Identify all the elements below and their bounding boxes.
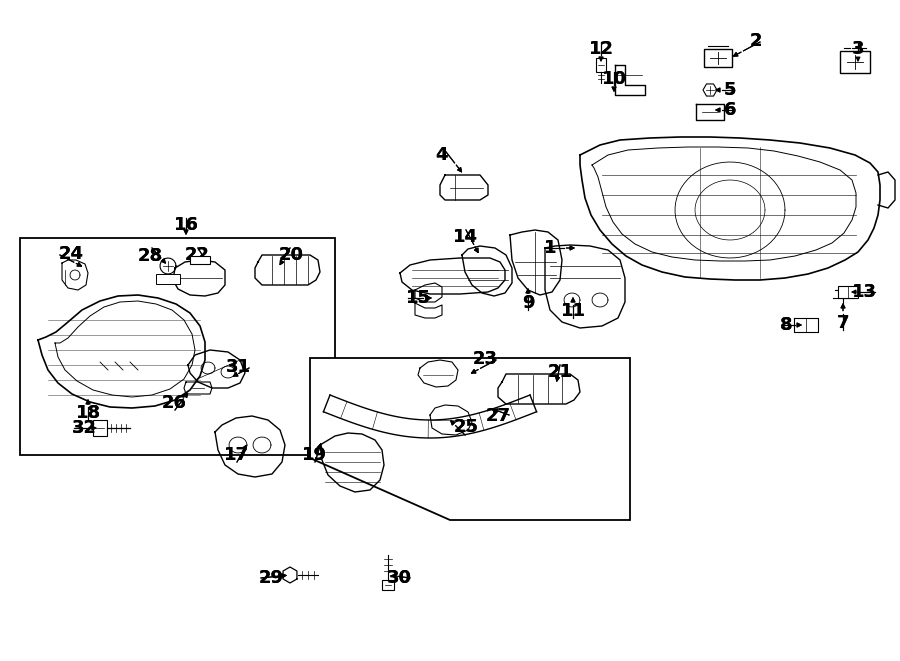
Text: 29: 29 [259,569,284,587]
Text: 1: 1 [544,239,556,257]
Text: 29: 29 [259,569,284,587]
Bar [156,274,180,284]
Text: 5: 5 [724,81,736,99]
Text: 7: 7 [837,314,850,332]
Text: 9: 9 [522,294,535,312]
Bar [838,286,858,298]
Text: 23: 23 [472,350,498,368]
Text: 15: 15 [406,289,431,307]
Text: 8: 8 [780,316,793,334]
Text: 30: 30 [387,569,412,587]
Text: 28: 28 [138,247,163,264]
Text: 11: 11 [561,302,586,320]
Text: 2: 2 [750,32,761,50]
Text: 20: 20 [278,247,303,264]
Text: 4: 4 [436,147,448,165]
Text: 25: 25 [454,418,479,436]
Text: 30: 30 [387,569,412,587]
Bar [93,420,107,436]
Text: 5: 5 [724,81,736,99]
Text: 6: 6 [724,101,736,119]
Text: 18: 18 [76,404,101,422]
Polygon shape [310,358,630,520]
Text: 24: 24 [58,245,83,263]
Bar [704,49,732,67]
Text: 26: 26 [161,393,186,412]
Text: 31: 31 [226,358,251,376]
Text: 32: 32 [72,419,97,437]
Text: 3: 3 [851,40,864,58]
Bar [840,51,870,73]
Text: 3: 3 [851,40,864,58]
Text: 16: 16 [174,216,199,234]
Text: 17: 17 [223,446,248,464]
Text: 14: 14 [453,228,478,247]
Text: 27: 27 [486,407,511,424]
Bar [20,238,335,455]
Text: 4: 4 [436,147,448,165]
Bar [596,58,606,72]
Text: 12: 12 [589,40,614,58]
Text: 22: 22 [184,247,210,264]
Text: 10: 10 [601,70,626,88]
Text: 32: 32 [72,419,97,437]
Text: 21: 21 [548,363,573,381]
Text: 23: 23 [472,350,498,368]
Text: 10: 10 [601,70,626,88]
Text: 6: 6 [724,101,736,119]
Text: 7: 7 [837,314,850,332]
Text: 12: 12 [589,40,614,58]
Text: 14: 14 [453,228,478,247]
Text: 17: 17 [223,446,248,464]
Text: 22: 22 [184,247,210,264]
Text: 25: 25 [454,418,479,436]
Text: 16: 16 [174,216,199,234]
Text: 9: 9 [522,294,535,312]
Text: 20: 20 [278,247,303,264]
Text: 19: 19 [302,446,327,464]
Bar [190,256,210,264]
Text: 11: 11 [561,302,586,320]
Bar [382,580,394,590]
Text: 26: 26 [161,393,186,412]
Text: 27: 27 [486,407,511,424]
Text: 15: 15 [406,289,431,307]
Text: 8: 8 [780,316,793,334]
Text: 2: 2 [750,32,761,50]
Text: 21: 21 [548,363,573,381]
Text: 13: 13 [852,283,877,301]
Text: 28: 28 [138,247,163,264]
Text: 18: 18 [76,404,101,422]
Text: 24: 24 [58,245,83,263]
Text: 31: 31 [226,358,251,376]
Text: 1: 1 [544,239,556,257]
Text: 19: 19 [302,446,327,464]
Text: 13: 13 [852,283,877,301]
